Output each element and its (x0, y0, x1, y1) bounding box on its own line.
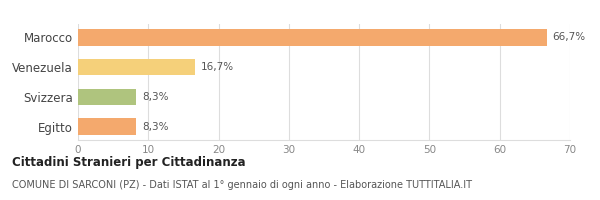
Legend: Africa, America, Europa: Africa, America, Europa (182, 0, 417, 1)
Text: COMUNE DI SARCONI (PZ) - Dati ISTAT al 1° gennaio di ogni anno - Elaborazione TU: COMUNE DI SARCONI (PZ) - Dati ISTAT al 1… (12, 180, 472, 190)
Text: 8,3%: 8,3% (142, 122, 169, 132)
Text: Cittadini Stranieri per Cittadinanza: Cittadini Stranieri per Cittadinanza (12, 156, 245, 169)
Bar (78, 59, 196, 75)
Bar (78, 29, 547, 46)
Text: 16,7%: 16,7% (201, 62, 234, 72)
Bar (78, 118, 136, 135)
Bar (78, 89, 136, 105)
Text: 66,7%: 66,7% (553, 32, 586, 42)
Text: 8,3%: 8,3% (142, 92, 169, 102)
